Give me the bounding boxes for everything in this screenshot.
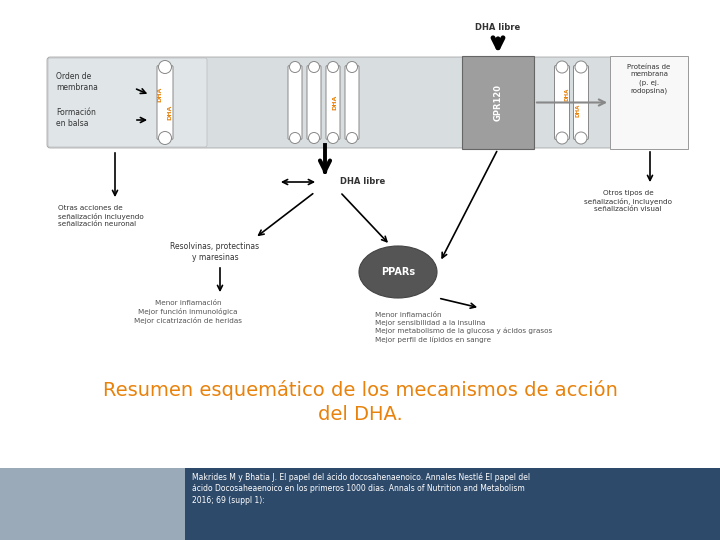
Text: DHA: DHA xyxy=(564,88,570,101)
FancyBboxPatch shape xyxy=(48,58,207,147)
Text: DHA: DHA xyxy=(168,105,173,120)
Circle shape xyxy=(346,62,358,72)
Text: Proteínas de
membrana
(p. ej.
rodopsina): Proteínas de membrana (p. ej. rodopsina) xyxy=(627,64,670,93)
Text: Makrides M y Bhatia J. El papel del ácido docosahenaenoico. Annales Nestlé El pa: Makrides M y Bhatia J. El papel del ácid… xyxy=(192,472,530,505)
Text: DHA: DHA xyxy=(575,104,580,117)
Text: GPR120: GPR120 xyxy=(493,84,503,121)
Text: DHA: DHA xyxy=(158,87,163,102)
Circle shape xyxy=(158,132,171,145)
Text: Resolvinas, protectinas
y maresinas: Resolvinas, protectinas y maresinas xyxy=(171,242,260,262)
FancyBboxPatch shape xyxy=(288,65,302,139)
Circle shape xyxy=(575,132,587,144)
Bar xyxy=(0,468,185,540)
Circle shape xyxy=(158,60,171,73)
Bar xyxy=(610,56,688,149)
Circle shape xyxy=(328,62,338,72)
Text: Resumen esquemático de los mecanismos de acción
del DHA.: Resumen esquemático de los mecanismos de… xyxy=(102,380,618,423)
Circle shape xyxy=(328,132,338,144)
Circle shape xyxy=(289,62,300,72)
Bar xyxy=(462,56,534,149)
Text: Menor inflamación
Mejor función inmunológica
Mejor cicatrización de heridas: Menor inflamación Mejor función inmunoló… xyxy=(134,300,242,324)
Text: DHA: DHA xyxy=(333,95,338,110)
Text: Orden de
membrana: Orden de membrana xyxy=(56,72,98,92)
Circle shape xyxy=(575,61,587,73)
FancyBboxPatch shape xyxy=(345,65,359,139)
Text: Otros tipos de
señalización, incluyendo
señalización visual: Otros tipos de señalización, incluyendo … xyxy=(584,190,672,212)
Text: Menor inflamación
Mejor sensibilidad a la insulina
Mejor metabolismo de la gluco: Menor inflamación Mejor sensibilidad a l… xyxy=(375,312,552,342)
FancyBboxPatch shape xyxy=(574,65,588,139)
Ellipse shape xyxy=(359,246,437,298)
Text: Formación
en balsa: Formación en balsa xyxy=(56,109,96,127)
Circle shape xyxy=(556,61,568,73)
FancyBboxPatch shape xyxy=(157,65,173,139)
Circle shape xyxy=(289,132,300,144)
Text: PPARs: PPARs xyxy=(381,267,415,277)
Text: Otras acciones de
señalización incluyendo
señalización neuronal: Otras acciones de señalización incluyend… xyxy=(58,205,144,227)
Text: DHA libre: DHA libre xyxy=(340,178,385,186)
Circle shape xyxy=(308,132,320,144)
Circle shape xyxy=(346,132,358,144)
Circle shape xyxy=(308,62,320,72)
Bar xyxy=(185,468,720,540)
FancyBboxPatch shape xyxy=(554,65,570,139)
FancyBboxPatch shape xyxy=(47,57,653,148)
Text: DHA libre: DHA libre xyxy=(475,24,521,32)
FancyBboxPatch shape xyxy=(326,65,340,139)
Circle shape xyxy=(556,132,568,144)
FancyBboxPatch shape xyxy=(307,65,321,139)
